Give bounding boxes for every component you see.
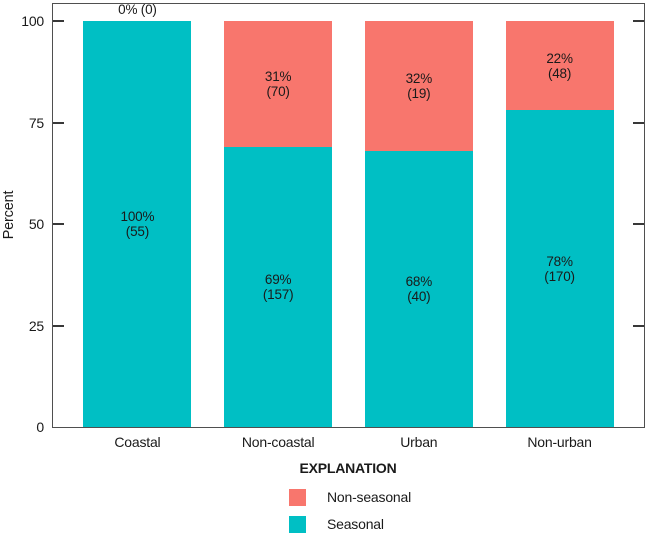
y-tick-right	[633, 324, 644, 327]
bar-segment-label: 69% (157)	[262, 271, 294, 302]
legend-swatch	[289, 516, 306, 533]
y-tick-left	[53, 324, 64, 327]
bar-segment-non-seasonal: 32% (19)	[364, 21, 473, 151]
bar-segment-seasonal: 69% (157)	[224, 146, 333, 427]
bar-segment-seasonal: 68% (40)	[364, 150, 473, 427]
y-tick-left	[53, 223, 64, 225]
legend-item: Non-seasonal	[289, 489, 411, 506]
y-tick-label: 25	[28, 317, 44, 334]
bar-non-urban: 22% (48) 78% (170)	[505, 21, 614, 427]
legend-item: Seasonal	[289, 516, 411, 533]
bar-coastal: 100% (55)	[83, 21, 192, 427]
x-tick-label: Non-urban	[527, 434, 592, 450]
legend-label: Non-seasonal	[327, 489, 411, 505]
y-tick-label: 0	[36, 419, 44, 435]
y-tick-label: 75	[28, 114, 44, 131]
bar-segment-seasonal: 78% (170)	[505, 110, 614, 427]
bar-segment-seasonal: 100% (55)	[83, 21, 192, 427]
bar-non-coastal: 31% (70) 69% (157)	[224, 21, 333, 427]
x-tick-label: Non-coastal	[241, 434, 315, 450]
bar-segment-label: 22% (48)	[546, 50, 573, 81]
bar-segment-label: 32% (19)	[405, 70, 433, 101]
legend-title: EXPLANATION	[299, 460, 397, 476]
legend-swatch	[289, 489, 306, 506]
y-axis-title: Percent	[1, 190, 17, 240]
y-tick-label: 50	[28, 216, 44, 232]
bar-segment-non-seasonal: 22% (48)	[505, 21, 614, 111]
y-tick-label: 100	[21, 13, 44, 29]
y-tick-right	[633, 121, 644, 124]
bar-segment-label: 100% (55)	[120, 209, 155, 239]
legend-label: Seasonal	[327, 516, 384, 532]
bar-segment-non-seasonal: 31% (70)	[224, 21, 333, 147]
y-tick-right	[633, 20, 644, 22]
y-tick-right	[633, 223, 644, 225]
zero-value-label: 0% (0)	[118, 2, 157, 17]
bar-urban: 32% (19) 68% (40)	[364, 21, 473, 427]
plot-area: 0% (0) 100% (55) 31% (70) 69% (157) 32% (19) 68%(…	[52, 3, 645, 428]
x-tick-label: Coastal	[114, 434, 161, 450]
y-tick-left	[53, 121, 64, 124]
bar-segment-label: 31% (70)	[264, 68, 292, 99]
y-tick-left	[53, 20, 64, 22]
bar-segment-label: 78% (170)	[544, 253, 575, 284]
legend: Non-seasonal Seasonal	[289, 489, 411, 533]
x-tick-label: Urban	[400, 434, 438, 450]
bar-segment-label: 68% (40)	[405, 273, 433, 304]
